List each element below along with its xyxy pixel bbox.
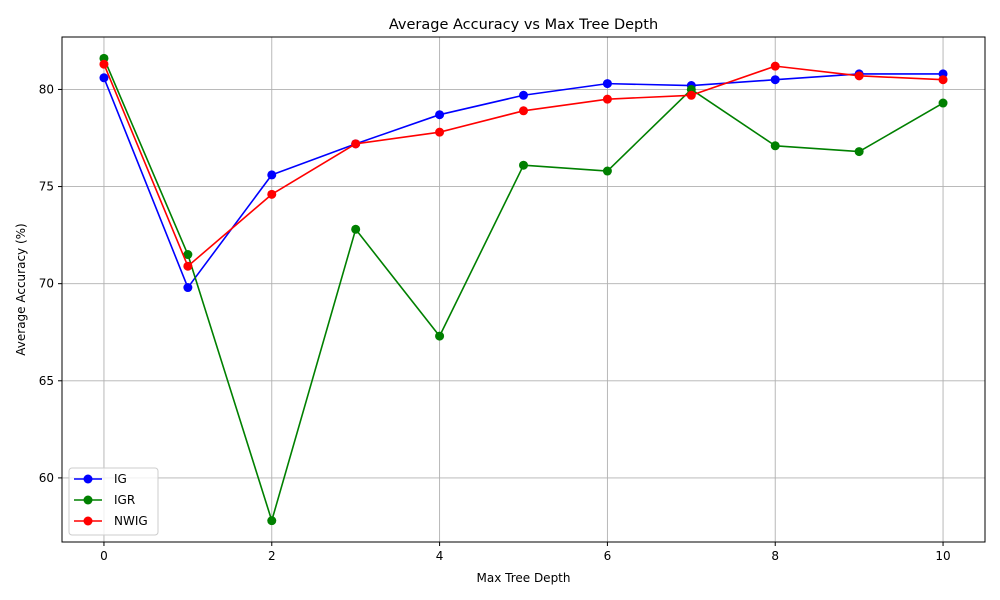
data-point-nwig [183, 261, 193, 271]
series-ig [99, 69, 948, 293]
legend-item-nwig: NWIG [74, 514, 148, 528]
data-point-nwig [686, 90, 696, 100]
data-point-igr [351, 224, 361, 234]
x-tick-label: 10 [935, 549, 950, 563]
data-point-igr [183, 250, 193, 260]
data-point-nwig [99, 59, 109, 69]
y-tick-label: 65 [39, 374, 54, 388]
x-tick-label: 2 [268, 549, 276, 563]
legend-item-ig: IG [74, 472, 127, 486]
data-point-ig [99, 73, 109, 83]
data-point-igr [267, 516, 277, 526]
legend-label-ig: IG [114, 472, 127, 486]
x-tick-label: 0 [100, 549, 108, 563]
plot-frame [61, 36, 986, 543]
data-point-ig [267, 170, 277, 180]
chart-title: Average Accuracy vs Max Tree Depth [389, 17, 658, 33]
data-point-nwig [519, 106, 528, 116]
y-tick-label: 70 [39, 277, 54, 291]
data-point-nwig [602, 94, 612, 104]
x-tick-label: 4 [436, 549, 444, 563]
data-point-igr [602, 166, 612, 176]
legend-label-igr: IGR [114, 493, 135, 507]
data-point-nwig [267, 189, 277, 199]
data-point-igr [938, 98, 948, 108]
data-point-ig [519, 90, 528, 100]
x-tick-label: 8 [771, 549, 779, 563]
data-point-nwig [435, 127, 445, 137]
legend: IG IGR NWIG [68, 467, 159, 536]
data-point-ig [183, 283, 193, 293]
legend-marker-nwig [83, 516, 93, 526]
x-axis-ticks: 0 2 4 6 8 10 [100, 542, 951, 563]
legend-item-igr: IGR [74, 493, 135, 507]
data-point-nwig [854, 71, 864, 81]
data-point-ig [435, 110, 445, 120]
legend-marker-ig [83, 474, 93, 484]
data-point-igr [770, 141, 780, 151]
data-point-nwig [938, 75, 948, 85]
y-tick-label: 80 [39, 82, 54, 96]
y-axis-label: Average Accuracy (%) [14, 223, 28, 355]
x-tick-label: 6 [604, 549, 612, 563]
legend-marker-igr [83, 495, 93, 505]
x-axis-label: Max Tree Depth [477, 571, 571, 585]
legend-label-nwig: NWIG [114, 514, 148, 528]
series-nwig [99, 59, 948, 271]
data-point-igr [854, 147, 864, 157]
data-point-ig [602, 79, 612, 89]
data-point-ig [770, 75, 780, 85]
data-point-nwig [770, 61, 780, 71]
grid [62, 37, 985, 542]
data-point-igr [435, 331, 445, 341]
series-layer [99, 53, 948, 526]
data-point-igr [519, 160, 528, 170]
y-tick-label: 75 [39, 180, 54, 194]
y-axis-ticks: 60 65 70 75 80 [39, 82, 62, 485]
y-tick-label: 60 [39, 471, 54, 485]
data-point-nwig [351, 139, 361, 149]
series-igr [99, 53, 948, 526]
